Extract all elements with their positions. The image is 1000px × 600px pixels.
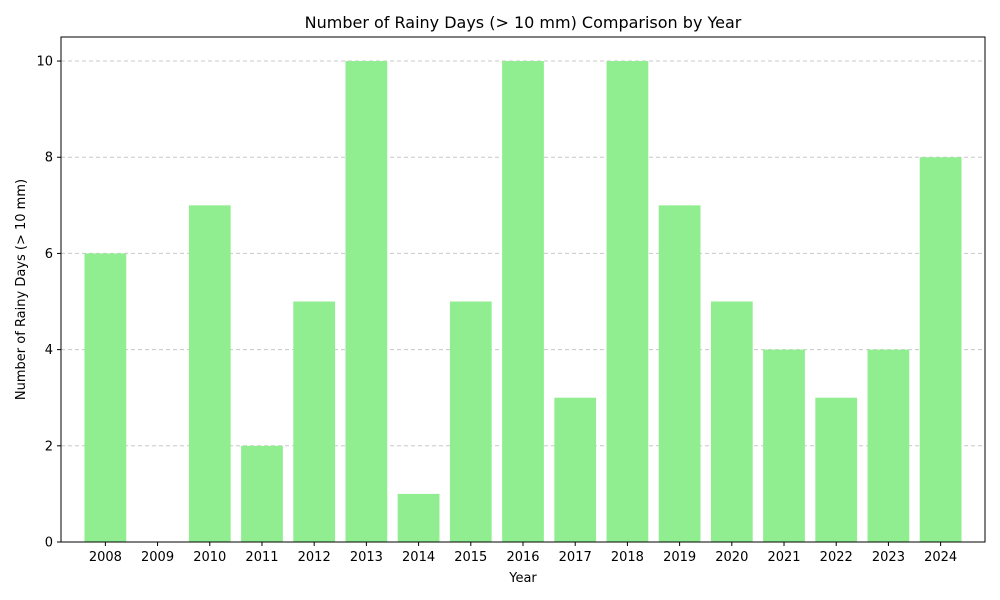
x-tick-label: 2017	[559, 550, 592, 565]
bar-2013	[345, 61, 388, 543]
x-tick-label: 2013	[350, 550, 383, 565]
bar-2020	[710, 301, 753, 542]
y-tick-label: 10	[36, 55, 53, 70]
bar-2014	[397, 493, 440, 542]
bar-2024	[919, 157, 962, 542]
x-tick-label: 2011	[245, 550, 278, 565]
y-tick-label: 0	[45, 536, 53, 551]
bar-2018	[606, 61, 649, 543]
x-tick-label: 2023	[872, 550, 905, 565]
x-tick-label: 2024	[924, 550, 957, 565]
y-tick-label: 4	[45, 343, 53, 358]
y-tick-label: 6	[45, 247, 53, 262]
bar-2021	[763, 349, 805, 542]
x-tick-label: 2014	[402, 550, 435, 565]
bar-2016	[502, 61, 544, 543]
x-tick-label: 2016	[506, 550, 539, 565]
bars	[84, 61, 962, 543]
y-axis-label: Number of Rainy Days (> 10 mm)	[14, 179, 29, 400]
x-tick-label: 2018	[611, 550, 644, 565]
x-tick-label: 2009	[141, 550, 174, 565]
chart-title: Number of Rainy Days (> 10 mm) Compariso…	[305, 13, 742, 32]
bar-2023	[867, 349, 910, 542]
y-ticks: 0 2 4 6 8 10	[36, 55, 61, 551]
x-tick-label: 2022	[820, 550, 853, 565]
y-tick-label: 8	[45, 151, 53, 166]
bar-2022	[815, 397, 858, 542]
bar-2015	[449, 301, 492, 542]
bar-2017	[554, 397, 597, 542]
x-tick-label: 2010	[193, 550, 226, 565]
bar-2012	[293, 301, 336, 542]
x-ticks: 2008 2009 2010 2011 2012 2013 2014 2015 2016 2017…	[89, 542, 957, 565]
bar-2011	[241, 445, 283, 542]
bar-2010	[188, 205, 231, 543]
x-tick-label: 2008	[89, 550, 122, 565]
x-tick-label: 2019	[663, 550, 696, 565]
x-axis-label: Year	[508, 571, 537, 586]
bar-2019	[658, 205, 701, 543]
x-tick-label: 2012	[298, 550, 331, 565]
x-tick-label: 2021	[767, 550, 800, 565]
bar-2008	[84, 253, 127, 542]
x-tick-label: 2020	[715, 550, 748, 565]
x-tick-label: 2015	[454, 550, 487, 565]
y-tick-label: 2	[45, 439, 53, 454]
